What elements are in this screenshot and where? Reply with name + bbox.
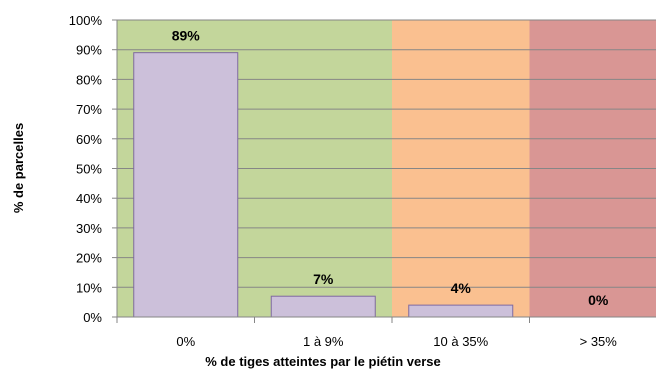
y-tick-label: 40% <box>76 191 102 206</box>
x-tick-label: 0% <box>176 334 195 349</box>
data-label: 89% <box>172 28 201 44</box>
y-tick-label: 10% <box>76 280 102 295</box>
x-axis-title: % de tiges atteintes par le piétin verse <box>205 354 441 369</box>
y-axis-title: % de parcelles <box>11 123 26 213</box>
y-tick-label: 90% <box>76 43 102 58</box>
x-tick-label: 1 à 9% <box>303 334 344 349</box>
bar <box>133 52 239 318</box>
bar <box>408 304 514 318</box>
x-tick-label: 10 à 35% <box>433 334 488 349</box>
bars <box>133 52 514 318</box>
axes <box>116 20 656 323</box>
x-tick-labels: 0% 1 à 9% 10 à 35% > 35% <box>176 334 617 349</box>
y-tick-labels: 0% 10% 20% 30% 40% 50% 60% 70% 80% 90% 100% <box>69 13 103 325</box>
y-tick-label: 20% <box>76 251 102 266</box>
y-tick-label: 50% <box>76 162 102 177</box>
y-tick-label: 0% <box>83 310 102 325</box>
y-tick-label: 70% <box>76 102 102 117</box>
y-tick-label: 100% <box>69 13 103 28</box>
data-label: 4% <box>451 280 472 296</box>
y-tick-label: 60% <box>76 132 102 147</box>
y-tick-label: 30% <box>76 221 102 236</box>
y-tick-label: 80% <box>76 72 102 87</box>
data-labels: 89% 7% 4% 0% <box>172 28 609 308</box>
data-label: 7% <box>313 271 334 287</box>
data-label: 0% <box>588 292 609 308</box>
bar <box>270 295 376 318</box>
x-tick-label: > 35% <box>580 334 618 349</box>
